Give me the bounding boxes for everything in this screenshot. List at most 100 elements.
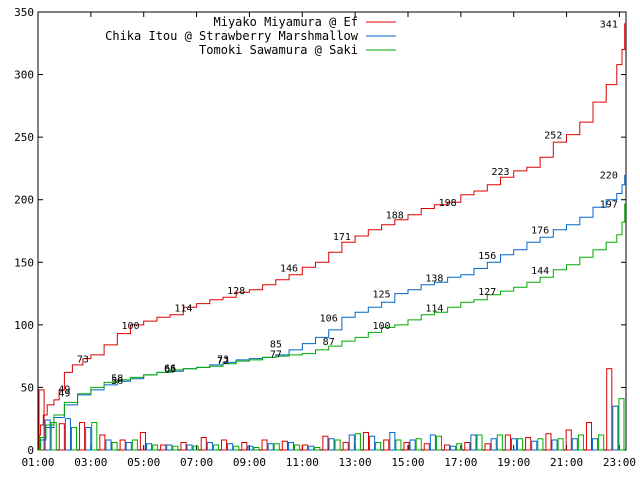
hour-bar	[273, 443, 280, 451]
hour-bar	[571, 438, 578, 451]
y-tick-label: 200	[14, 194, 34, 207]
hour-bar	[456, 443, 463, 451]
hour-bar	[233, 445, 240, 451]
data-label: 146	[280, 263, 298, 274]
hour-bar	[348, 434, 355, 451]
data-label: 252	[544, 131, 562, 142]
data-label: 100	[373, 321, 391, 332]
hour-bar	[192, 445, 199, 451]
hour-bar	[545, 433, 552, 451]
hour-bar	[531, 440, 538, 451]
data-label: 176	[531, 226, 549, 237]
y-tick-label: 350	[14, 6, 34, 19]
x-tick-label: 01:00	[21, 456, 54, 469]
hour-bar	[186, 444, 193, 451]
hour-bar	[484, 443, 491, 451]
x-tick-label: 05:00	[127, 456, 160, 469]
hour-bar	[44, 419, 51, 451]
data-label: 49	[58, 385, 70, 396]
x-tick-label: 03:00	[74, 456, 107, 469]
data-label: 66	[164, 363, 176, 374]
y-tick-label: 0	[27, 444, 34, 457]
hour-bar	[314, 446, 321, 451]
hour-bar	[281, 440, 288, 451]
data-label: 125	[373, 290, 391, 301]
hour-bar	[369, 435, 376, 451]
hour-bar	[99, 434, 106, 451]
data-label: 106	[320, 313, 338, 324]
hour-bar	[618, 398, 625, 451]
hour-bar	[334, 439, 341, 451]
hour-bar	[253, 446, 260, 451]
hour-bar	[139, 431, 146, 451]
hour-bar	[557, 438, 564, 451]
data-label: 100	[121, 321, 139, 332]
hour-bar	[551, 439, 558, 451]
hour-bar	[565, 429, 572, 451]
hour-bar	[287, 441, 294, 451]
hour-bar	[261, 439, 268, 451]
hour-bar	[577, 434, 584, 451]
data-label: 73	[217, 355, 229, 366]
hour-bar	[111, 441, 118, 451]
hour-bar	[504, 434, 511, 451]
hourly-bars	[38, 368, 625, 451]
hour-bar	[152, 444, 159, 451]
hour-bar	[70, 426, 78, 451]
series-line	[38, 203, 626, 451]
hour-bar	[38, 389, 45, 451]
data-label: 65	[164, 365, 176, 376]
x-tick-label: 09:00	[233, 456, 266, 469]
hour-bar	[423, 443, 430, 451]
data-label: 341	[600, 19, 618, 30]
hour-bar	[206, 441, 213, 451]
data-label: 220	[600, 171, 618, 182]
data-label: 138	[425, 273, 443, 284]
x-tick-label: 11:00	[286, 456, 319, 469]
hour-bar	[598, 434, 605, 451]
hour-bar	[145, 443, 153, 451]
hour-bar	[395, 439, 402, 451]
hour-bar	[247, 445, 254, 451]
chart-axes: 0 50 100 150 200 250 300 350 01:00 03:00 05:00 07:0…	[14, 6, 636, 469]
hour-bar	[328, 438, 335, 451]
data-label: 114	[425, 303, 443, 314]
hour-bar	[119, 439, 126, 451]
legend-label: Tomoki Sawamura @ Saki	[199, 43, 358, 57]
hour-bar	[105, 439, 112, 451]
data-label: 223	[491, 167, 509, 178]
y-tick-label: 100	[14, 319, 34, 332]
data-label: 56	[111, 376, 123, 387]
hour-bar	[517, 438, 524, 451]
hour-bar	[58, 423, 65, 451]
hour-bar	[342, 441, 349, 451]
series-line	[38, 23, 626, 451]
hour-bar	[383, 439, 390, 451]
hour-bar	[166, 444, 173, 451]
hour-bar	[435, 435, 443, 451]
hour-bar	[496, 434, 503, 451]
data-label: 58	[111, 373, 123, 384]
y-tick-label: 300	[14, 69, 34, 82]
data-label: 77	[270, 350, 282, 361]
y-tick-label: 50	[21, 381, 34, 394]
hour-bar	[322, 435, 329, 451]
hour-bar	[308, 445, 315, 451]
hour-bar	[585, 421, 593, 451]
hour-bar	[415, 438, 422, 451]
data-label: 198	[439, 198, 457, 209]
legend-label: Chika Itou @ Strawberry Marshmallow	[105, 29, 359, 43]
hour-bar	[470, 434, 477, 451]
hour-bar	[160, 444, 167, 451]
hour-bar	[362, 431, 370, 451]
hour-bar	[354, 433, 361, 451]
x-tick-label: 23:00	[603, 456, 636, 469]
series-line	[38, 174, 626, 451]
hour-bar	[537, 438, 544, 451]
hour-bar	[241, 441, 248, 451]
data-label: 87	[323, 337, 335, 348]
hour-bar	[125, 441, 132, 451]
y-tick-label: 250	[14, 131, 34, 144]
